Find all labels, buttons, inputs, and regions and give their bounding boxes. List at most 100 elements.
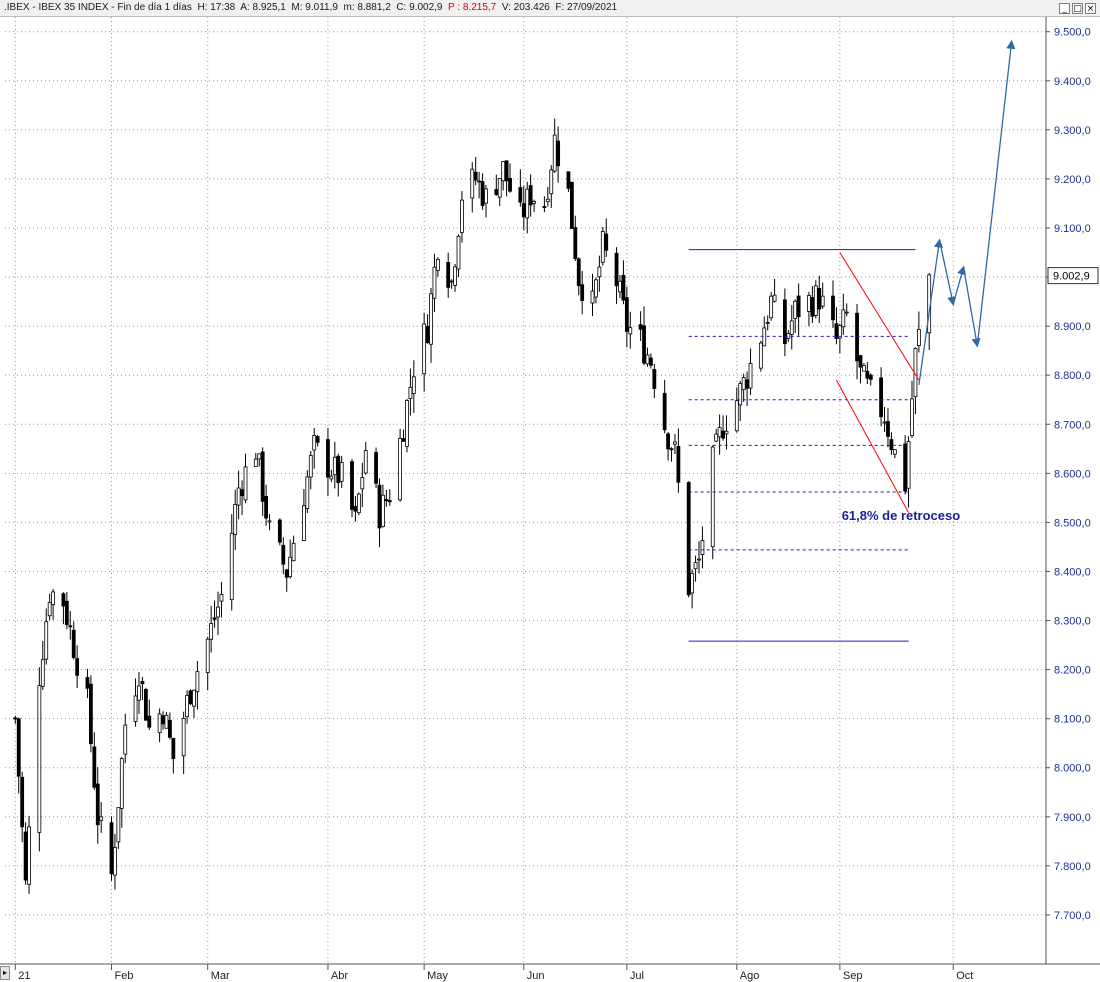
candle-body — [865, 370, 870, 379]
candle-body — [844, 311, 849, 314]
candle — [662, 379, 667, 434]
candle-body — [253, 458, 258, 467]
candle — [374, 447, 378, 489]
candle-body — [429, 293, 433, 345]
candle — [143, 687, 148, 721]
candle-body — [219, 594, 224, 602]
candle-body — [68, 625, 73, 628]
candle — [556, 126, 561, 183]
candle — [569, 181, 574, 229]
candle-body — [594, 279, 598, 298]
candle-body — [449, 280, 454, 283]
y-tick-label: 9.200,0 — [1054, 174, 1091, 186]
candle — [552, 118, 557, 173]
restore-button[interactable]: □ — [1072, 2, 1083, 14]
candle — [844, 303, 849, 317]
candle — [161, 711, 165, 730]
candle-body — [113, 847, 117, 876]
y-tick-label: 9.300,0 — [1054, 125, 1091, 137]
candle-body — [882, 421, 887, 424]
candle — [453, 264, 457, 292]
candle-body — [556, 140, 561, 167]
header-info: .IBEX - IBEX 35 INDEX - Fin de día 1 día… — [4, 0, 617, 16]
candle — [497, 178, 502, 207]
candle-body — [772, 294, 777, 302]
candle — [88, 675, 93, 753]
candle — [288, 539, 293, 579]
candle — [164, 711, 169, 729]
candle-body — [168, 719, 172, 738]
candle-body — [432, 266, 437, 299]
candle — [913, 347, 918, 415]
candle — [882, 406, 887, 432]
projection-segment — [976, 39, 1016, 346]
candle-body — [143, 688, 148, 721]
candle-body — [332, 456, 337, 476]
candle-body — [119, 758, 124, 809]
candle-body — [576, 258, 581, 286]
candle — [216, 591, 220, 635]
candle — [284, 568, 289, 592]
candle-body — [212, 617, 217, 620]
minimize-button[interactable]: _ — [1059, 2, 1070, 14]
close-button[interactable]: × — [1085, 2, 1096, 14]
window-controls: _ □ × — [1059, 0, 1096, 16]
candle-body — [738, 383, 743, 406]
candle — [336, 453, 341, 497]
candle — [649, 353, 653, 369]
candle-body — [573, 227, 578, 260]
candle-body — [470, 168, 475, 199]
time-axis: 21 Feb Mar Abr May Jun Jul Ago Sep Oct — [0, 963, 1100, 982]
candle — [810, 286, 815, 323]
candle-body — [157, 713, 162, 734]
y-tick-label: 7.700,0 — [1054, 910, 1091, 922]
candle-body — [508, 178, 512, 192]
candle — [377, 478, 382, 548]
candle-body — [916, 329, 921, 347]
candle — [291, 535, 296, 562]
candle-body — [714, 433, 719, 442]
candle — [813, 280, 818, 319]
candle — [23, 822, 28, 885]
candle-body — [37, 685, 42, 833]
candle-body — [862, 365, 866, 372]
candle — [456, 234, 461, 278]
candle — [188, 689, 193, 706]
header-volume: V: 203.426 — [501, 2, 550, 13]
candle — [697, 541, 701, 574]
candle-body — [229, 532, 234, 601]
candle-body — [137, 685, 141, 701]
candle — [123, 713, 128, 764]
candle — [652, 363, 657, 399]
header-date: F: 27/09/2021 — [555, 2, 618, 13]
candle-body — [329, 475, 334, 480]
scroll-left-button[interactable]: ▸ — [0, 966, 10, 980]
candle-body — [796, 295, 801, 318]
candle-body — [879, 377, 883, 418]
candle — [793, 299, 798, 333]
candle — [549, 165, 554, 208]
candle-body — [748, 363, 753, 389]
candle-body — [398, 438, 402, 501]
candle-body — [628, 327, 633, 335]
candle-body — [765, 322, 770, 324]
candle-body — [381, 494, 385, 528]
candle — [573, 215, 578, 261]
grid — [5, 17, 1046, 964]
candle — [477, 171, 482, 199]
candle-body — [453, 266, 457, 286]
candle-body — [837, 325, 842, 339]
candle-body — [858, 355, 863, 368]
candle — [157, 708, 162, 743]
candle-body — [13, 717, 18, 720]
y-tick-label: 8.700,0 — [1054, 419, 1091, 431]
candle — [405, 398, 409, 453]
chart-header: .IBEX - IBEX 35 INDEX - Fin de día 1 día… — [0, 0, 1100, 17]
candle-body — [618, 280, 622, 293]
candle-body — [363, 450, 368, 474]
candle — [171, 737, 176, 774]
candle — [638, 311, 643, 342]
header-close: C: 9.002,9 — [396, 2, 443, 13]
candle — [831, 280, 835, 328]
candle — [597, 255, 602, 292]
